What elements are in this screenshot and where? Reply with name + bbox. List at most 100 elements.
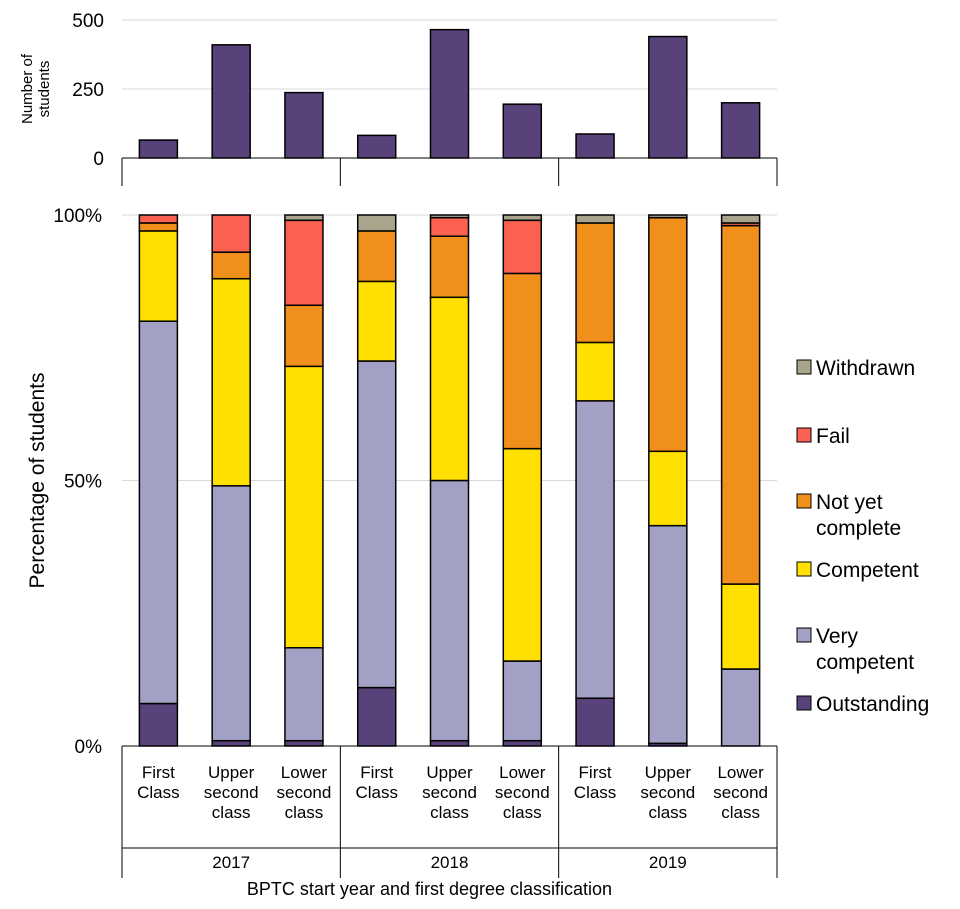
stacked-bar-segment-not-yet-complete xyxy=(138,222,179,232)
legend-swatch xyxy=(796,359,812,375)
stacked-bar-segment-very-competent xyxy=(138,320,179,705)
category-label: Upper xyxy=(426,763,473,782)
stacked-bar-segment-competent xyxy=(648,450,688,527)
category-label: Class xyxy=(574,783,617,802)
category-label: Upper xyxy=(208,763,255,782)
legend-label-line: Very xyxy=(816,625,859,648)
stacked-bar-segment-very-competent xyxy=(575,400,615,699)
top-y-tick-label: 500 xyxy=(72,11,104,32)
top-bar xyxy=(356,134,397,159)
legend-label-line: competent xyxy=(816,651,914,674)
stacked-bar-segment-competent xyxy=(575,341,615,402)
stacked-bar-segment-withdrawn xyxy=(720,214,761,224)
stacked-bar-segment-fail xyxy=(429,216,470,237)
stacked-bar-segment-competent xyxy=(138,230,179,322)
stacked-bar-segment-competent xyxy=(211,277,251,487)
legend-label: Competent xyxy=(816,559,919,582)
stacked-bar-segment-competent xyxy=(429,296,470,482)
category-label: Upper xyxy=(645,763,692,782)
stacked-bar-segment-outstanding xyxy=(429,739,470,747)
top-y-tick-label: 250 xyxy=(72,80,104,101)
stacked-bar-segment-very-competent xyxy=(648,524,688,745)
stacked-bar-segment-not-yet-complete xyxy=(284,304,324,368)
x-axis-title: BPTC start year and first degree classif… xyxy=(247,879,612,899)
category-label: class xyxy=(430,803,469,822)
category-label: First xyxy=(142,763,175,782)
category-label: First xyxy=(579,763,612,782)
stacked-bar-segment-fail xyxy=(138,214,179,224)
top-y-axis-label: students xyxy=(36,61,53,118)
stacked-bar-segment-not-yet-complete xyxy=(356,230,397,283)
stacked-bar-segment-outstanding xyxy=(284,739,324,747)
stacked-bar-segment-not-yet-complete xyxy=(502,272,543,450)
stacked-bar-segment-not-yet-complete xyxy=(720,224,761,585)
stacked-bar-segment-not-yet-complete xyxy=(575,222,615,344)
stacked-bar-segment-withdrawn xyxy=(356,214,397,232)
legend-swatch xyxy=(796,627,812,643)
stacked-bar-segment-very-competent xyxy=(720,668,761,747)
category-label: Class xyxy=(137,783,180,802)
stacked-bar-segment-outstanding xyxy=(356,686,397,747)
category-label: class xyxy=(503,803,542,822)
top-bar xyxy=(502,103,543,159)
category-label: Lower xyxy=(499,763,546,782)
legend-label: Not yet complete xyxy=(816,491,901,540)
main-y-tick-label: 100% xyxy=(53,206,102,227)
stacked-bar-segment-withdrawn xyxy=(502,214,543,222)
category-label: Lower xyxy=(717,763,764,782)
category-label: Lower xyxy=(281,763,328,782)
top-bar xyxy=(648,35,688,159)
legend-label: Fail xyxy=(816,425,850,448)
top-bar xyxy=(138,139,179,159)
stacked-bar-segment-fail xyxy=(284,219,324,307)
top-bar xyxy=(575,133,615,159)
category-label: second xyxy=(204,783,259,802)
category-label: class xyxy=(285,803,324,822)
stacked-bar-segment-outstanding xyxy=(502,739,543,747)
category-label: First xyxy=(360,763,393,782)
category-label: Class xyxy=(355,783,398,802)
category-label: second xyxy=(422,783,477,802)
top-bar xyxy=(720,102,761,159)
category-label: second xyxy=(277,783,332,802)
year-group-label: 2018 xyxy=(431,853,469,872)
stacked-bar-segment-withdrawn xyxy=(575,214,615,224)
legend-swatch xyxy=(796,493,812,509)
category-label: class xyxy=(721,803,760,822)
legend-label-line: Not yet xyxy=(816,491,883,514)
top-bar xyxy=(284,91,324,159)
stacked-bar-segment-outstanding xyxy=(211,739,251,747)
main-y-tick-label: 50% xyxy=(64,472,102,493)
category-label: second xyxy=(713,783,768,802)
stacked-bar-segment-very-competent xyxy=(284,647,324,742)
stacked-bar-segment-fail xyxy=(502,219,543,275)
stacked-bar-segment-competent xyxy=(284,365,324,649)
top-bar xyxy=(211,44,251,159)
stacked-bar-segment-withdrawn xyxy=(284,214,324,222)
top-y-tick-label: 0 xyxy=(93,149,104,170)
stacked-bar-segment-very-competent xyxy=(429,479,470,742)
legend-swatch xyxy=(796,427,812,443)
stacked-bar-segment-withdrawn xyxy=(429,214,470,219)
stacked-bar-segment-not-yet-complete xyxy=(211,251,251,280)
legend-swatch xyxy=(796,561,812,577)
main-y-tick-label: 0% xyxy=(75,737,103,758)
category-label: class xyxy=(648,803,687,822)
stacked-bar-segment-competent xyxy=(356,280,397,362)
stacked-bar-segment-not-yet-complete xyxy=(648,216,688,453)
legend-label: Outstanding xyxy=(816,693,929,716)
year-group-label: 2017 xyxy=(212,853,250,872)
stacked-bar-segment-very-competent xyxy=(356,360,397,689)
legend-label: Very competent xyxy=(816,625,914,674)
main-y-axis-label: Percentage of students xyxy=(26,373,49,589)
stacked-bar-segment-very-competent xyxy=(502,660,543,742)
year-group-label: 2019 xyxy=(649,853,687,872)
legend-label-line: complete xyxy=(816,517,901,540)
top-y-axis-label: Number of xyxy=(19,53,36,124)
stacked-bar-segment-competent xyxy=(502,447,543,662)
legend-label: Withdrawn xyxy=(816,357,915,380)
stacked-bar-segment-competent xyxy=(720,583,761,670)
category-label: second xyxy=(640,783,695,802)
